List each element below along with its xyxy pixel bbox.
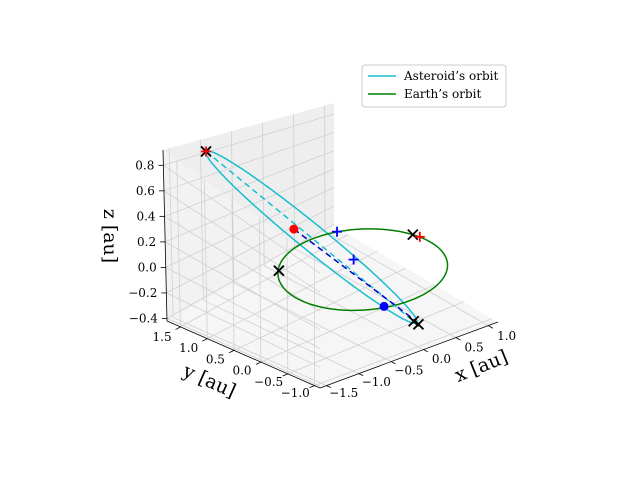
axis-ticks: −1.5−1.0−0.50.00.51.01.51.00.50.0−0.5−1.… — [128, 158, 516, 400]
y-axis-line — [166, 320, 321, 389]
z-tick-label: 0.2 — [137, 235, 156, 249]
blue-dashed-segment — [293, 228, 413, 319]
z-axis-line — [162, 149, 168, 322]
axis-lines — [162, 149, 499, 389]
x-tick-label: −1.0 — [362, 375, 391, 389]
marker-x — [407, 229, 419, 241]
y-tick-label: 1.5 — [153, 330, 172, 344]
y-tick-label: 0.5 — [206, 352, 225, 366]
z-tick-label: −0.2 — [128, 286, 157, 300]
grid-line-x — [168, 148, 327, 386]
marker-x — [412, 318, 425, 330]
x-tick-label: −1.5 — [329, 386, 358, 400]
y-tick-label: 1.0 — [179, 341, 198, 355]
z-tick-label: −0.4 — [129, 311, 159, 325]
marker-plus — [414, 231, 425, 242]
marker-dot — [379, 301, 389, 311]
x-tick — [358, 373, 364, 377]
x-tick — [488, 325, 494, 329]
asteroid-major-axis-dashed — [205, 150, 415, 322]
earth-orbit-line — [277, 228, 449, 312]
z-tick-label: 0.0 — [138, 260, 157, 274]
y-tick-label: 0.0 — [232, 364, 251, 378]
x-tick-label: 1.0 — [497, 329, 516, 343]
x-tick — [391, 361, 396, 365]
legend: Asteroid’s orbit Earth’s orbit — [361, 64, 507, 108]
marker-x — [273, 265, 285, 277]
x-tick — [423, 349, 429, 353]
y-tick-label: −0.5 — [254, 375, 283, 389]
legend-box — [361, 64, 507, 108]
grid-line-x — [262, 122, 424, 350]
marker-plus — [332, 226, 343, 237]
grid-line-x — [199, 139, 359, 374]
marker-plus — [348, 254, 359, 265]
y-tick — [202, 338, 208, 342]
x-tick — [455, 337, 461, 341]
axis-panes — [163, 103, 498, 388]
y-tick — [228, 350, 235, 354]
z-tick-label: 0.8 — [135, 158, 154, 172]
z-axis-label: z [au] — [99, 209, 121, 263]
x-tick-label: 0.0 — [432, 352, 451, 366]
y-tick — [255, 361, 262, 365]
x-axis-line — [319, 321, 499, 389]
y-tick — [282, 373, 288, 377]
z-tick-label: 0.6 — [136, 184, 155, 198]
z-tick-label: 0.4 — [136, 209, 155, 223]
legend-label-asteroid: Asteroid’s orbit — [403, 69, 498, 83]
grid-line-x — [231, 131, 392, 362]
x-tick — [326, 385, 331, 388]
marker-plus — [201, 146, 212, 157]
x-tick-label: 0.5 — [465, 341, 484, 355]
marker-dot — [289, 224, 299, 234]
legend-label-earth: Earth’s orbit — [404, 87, 481, 101]
y-tick — [175, 326, 181, 330]
y-tick-label: −1.0 — [281, 386, 310, 400]
x-tick-label: −0.5 — [394, 363, 423, 377]
markers-layer — [200, 145, 425, 330]
y-tick — [309, 385, 315, 388]
